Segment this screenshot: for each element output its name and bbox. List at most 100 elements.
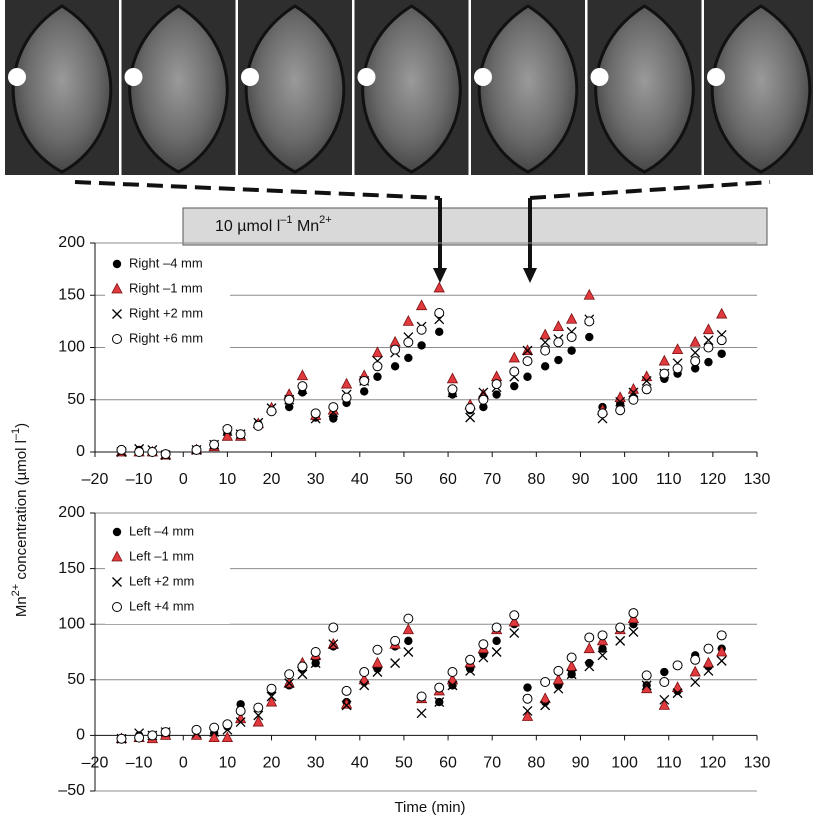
point — [672, 660, 683, 671]
legend: Right –4 mm Right –1 mm Right +2 mm Right +… — [105, 252, 230, 356]
point — [465, 654, 476, 665]
point — [641, 370, 653, 382]
x-tick-label: 110 — [656, 471, 682, 488]
point — [553, 665, 564, 676]
legend-label: Left –1 mm — [129, 548, 194, 563]
point — [583, 288, 595, 300]
point — [672, 363, 683, 374]
point — [659, 368, 670, 379]
y-label-text: Mn — [13, 596, 30, 617]
point — [284, 669, 295, 680]
x-tick-label: 120 — [700, 471, 727, 488]
point — [641, 384, 652, 395]
point — [403, 337, 414, 348]
y-tick-label: 50 — [67, 671, 85, 688]
point — [328, 402, 339, 413]
point — [628, 627, 639, 637]
point — [266, 406, 277, 417]
mri-strip — [5, 0, 813, 175]
point — [660, 667, 669, 677]
point — [567, 346, 576, 355]
point — [310, 408, 321, 419]
point — [360, 387, 369, 396]
point — [691, 364, 700, 373]
point — [584, 632, 595, 643]
point — [641, 680, 652, 691]
mri-marker — [241, 68, 259, 86]
point — [465, 403, 476, 414]
x-tick-label: –20 — [82, 471, 109, 488]
infusion-text: Mn — [293, 218, 320, 235]
point — [521, 710, 534, 721]
point — [509, 628, 520, 639]
x-tick-label: 10 — [219, 471, 237, 488]
point — [539, 328, 551, 340]
y-tick-label: 200 — [58, 504, 85, 521]
point — [284, 402, 294, 412]
point — [328, 622, 339, 633]
point — [253, 710, 264, 721]
point — [253, 420, 264, 431]
point — [565, 312, 578, 324]
point — [522, 705, 533, 716]
x-tick-label: –20 — [82, 755, 109, 772]
y-tick-label: 50 — [67, 391, 85, 408]
y-label-text: ) — [13, 423, 30, 428]
point — [296, 369, 309, 381]
point — [583, 642, 595, 654]
point — [340, 377, 353, 389]
point — [703, 643, 714, 654]
point — [672, 688, 683, 699]
point — [716, 335, 727, 346]
point — [297, 381, 308, 392]
x-tick-label: –10 — [126, 755, 153, 772]
point — [134, 447, 145, 457]
infusion-sup: –1 — [280, 214, 292, 226]
x-tick-label: 50 — [395, 755, 413, 772]
y-label-sup: –1 — [10, 428, 22, 440]
x-tick-label: 0 — [179, 755, 188, 772]
point — [402, 315, 415, 326]
point — [540, 362, 550, 371]
point — [566, 669, 577, 680]
mri-organ — [11, 4, 113, 174]
point — [404, 353, 413, 363]
point — [447, 680, 458, 691]
point — [147, 447, 158, 457]
chart: –50 0 50 100 150 200 –20 –10 0 10 20 30 40 50 60 70 80 90… — [58, 504, 770, 799]
mri-organ — [477, 4, 579, 174]
point — [435, 327, 444, 337]
x-axis-label: Time (min) — [394, 799, 465, 816]
point — [716, 655, 727, 666]
legend-marker — [112, 334, 122, 344]
arrows — [433, 198, 537, 283]
point — [341, 685, 352, 696]
y-tick-label: 0 — [76, 727, 85, 744]
x-tick-label: 40 — [351, 755, 369, 772]
point — [265, 695, 278, 707]
point — [491, 379, 502, 390]
point — [716, 645, 728, 657]
mri-organ — [361, 4, 462, 174]
mri-organ — [710, 4, 812, 174]
x-tick-label: 110 — [656, 755, 682, 772]
mri-organ — [244, 4, 346, 174]
point — [359, 667, 370, 678]
point — [478, 387, 489, 398]
x-tick-label: 10 — [219, 755, 237, 772]
point — [478, 394, 489, 405]
point — [191, 444, 202, 455]
point — [598, 644, 607, 653]
point — [147, 730, 158, 741]
point — [671, 681, 684, 692]
point — [716, 630, 727, 641]
point — [704, 357, 713, 367]
point — [266, 691, 277, 702]
point — [372, 361, 383, 372]
point — [310, 658, 321, 669]
point — [523, 372, 532, 381]
legend-label: Left –4 mm — [129, 523, 194, 538]
x-tick-label: 60 — [439, 755, 457, 772]
point — [372, 644, 383, 655]
